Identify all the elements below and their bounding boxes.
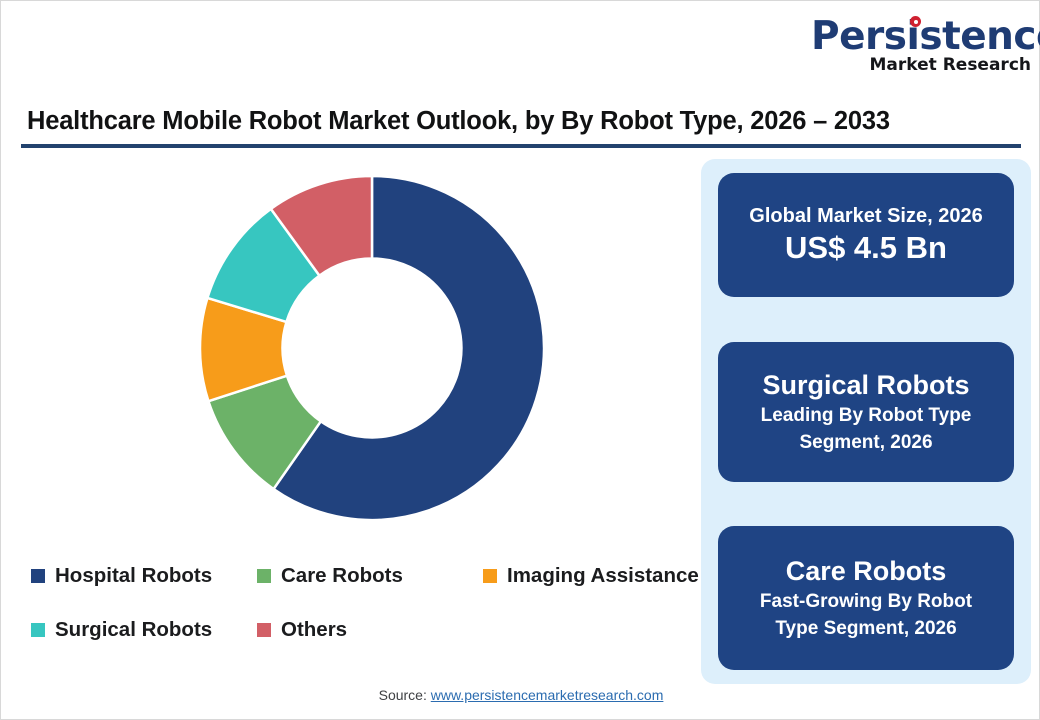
leading-segment-card: Surgical Robots Leading By Robot Type Se… [718,342,1014,482]
brand-logo-wordmark: Persistence [811,14,1040,59]
legend-item[interactable]: Others [257,603,483,657]
title-underline-divider [21,144,1021,148]
chart-legend: Hospital Robots Care Robots Imaging Assist… [31,549,711,657]
donut-chart-svg [198,174,546,522]
legend-swatch-icon [31,623,45,637]
fastest-growing-sub-line2: Type Segment, 2026 [775,618,957,639]
market-size-value: US$ 4.5 Bn [785,230,947,265]
legend-item[interactable]: Care Robots [257,549,483,603]
brand-logo: Persistence Market Research [811,14,1040,77]
legend-item-label: Hospital Robots [55,564,213,587]
legend-swatch-icon [257,623,271,637]
market-size-card: Global Market Size, 2026 US$ 4.5 Bn [718,173,1014,297]
legend-item-label: Imaging Assistance [507,564,699,587]
source-prefix-label: Source: [378,687,431,703]
legend-item-label: Care Robots [281,564,403,587]
legend-item-label: Surgical Robots [55,618,213,641]
fastest-growing-segment-card: Care Robots Fast-Growing By Robot Type S… [718,526,1014,670]
donut-chart [186,161,558,536]
brand-logo-tagline: Market Research [869,55,1032,75]
brand-logo-dot-icon [910,16,921,27]
legend-swatch-icon [483,569,497,583]
market-size-label: Global Market Size, 2026 [749,205,983,227]
page-title: Healthcare Mobile Robot Market Outlook, … [27,107,890,135]
source-footer: Source: www.persistencemarketresearch.co… [1,687,1040,703]
legend-swatch-icon [257,569,271,583]
donut-slice-others[interactable] [269,174,374,278]
fastest-growing-segment-name: Care Robots [785,556,947,586]
leading-segment-sub-line1: Leading By Robot Type [760,405,972,426]
leading-segment-sub-line2: Segment, 2026 [799,432,933,453]
legend-swatch-icon [31,569,45,583]
legend-item[interactable]: Hospital Robots [31,549,257,603]
legend-item[interactable]: Surgical Robots [31,603,257,657]
leading-segment-name: Surgical Robots [762,370,970,400]
highlights-panel: Global Market Size, 2026 US$ 4.5 Bn Surg… [701,159,1031,684]
source-website-link[interactable]: www.persistencemarketresearch.com [430,687,664,703]
fastest-growing-sub-line1: Fast-Growing By Robot [759,591,973,612]
donut-slice-hospital-robots[interactable] [271,174,546,522]
legend-item-label: Others [281,618,348,641]
legend-item[interactable]: Imaging Assistance [483,549,709,603]
